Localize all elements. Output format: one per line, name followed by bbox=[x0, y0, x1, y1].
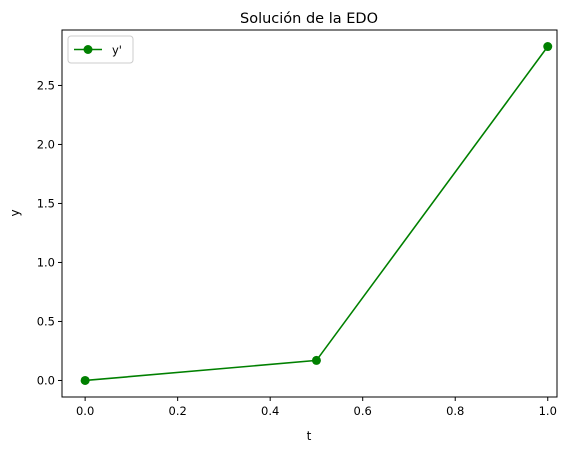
x-axis: 0.0 0.2 0.4 0.6 0.8 1.0 bbox=[76, 397, 557, 418]
x-tick-label: 0.4 bbox=[261, 404, 279, 418]
plot-frame bbox=[61, 29, 558, 398]
y-tick-label: 1.0 bbox=[37, 255, 55, 269]
y-tick-label: 0.5 bbox=[37, 314, 55, 328]
chart-title: Solución de la EDO bbox=[240, 11, 378, 27]
x-tick-label: 0.0 bbox=[76, 404, 94, 418]
legend-marker-sample bbox=[83, 45, 93, 54]
x-tick-label: 0.8 bbox=[446, 404, 464, 418]
data-point bbox=[80, 375, 90, 385]
y-axis-label: y bbox=[8, 209, 22, 216]
series-layer bbox=[80, 42, 553, 385]
legend: y' bbox=[67, 35, 134, 64]
y-tick-label: 1.5 bbox=[37, 196, 55, 210]
x-tick-label: 0.2 bbox=[169, 404, 187, 418]
y-tick-label: 2.0 bbox=[37, 137, 55, 151]
x-tick-label: 0.6 bbox=[354, 404, 372, 418]
plot-area bbox=[61, 29, 558, 398]
legend-label: y' bbox=[112, 43, 122, 57]
data-point bbox=[311, 355, 321, 365]
y-axis: 0.0 0.5 1.0 1.5 2.0 2.5 bbox=[37, 78, 62, 387]
x-tick-label: 1.0 bbox=[539, 404, 557, 418]
y-tick-label: 2.5 bbox=[37, 78, 55, 92]
data-point bbox=[543, 42, 553, 52]
y-tick-label: 0.0 bbox=[37, 373, 55, 387]
x-axis-label: t bbox=[307, 429, 312, 443]
